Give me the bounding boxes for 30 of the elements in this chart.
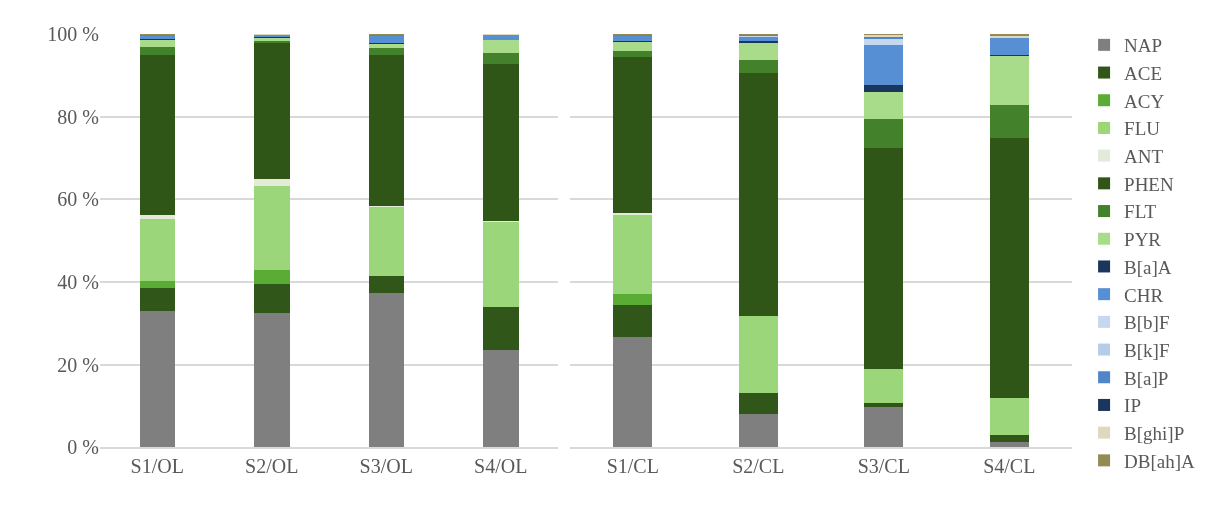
x-tick-label: S1/OL [130,455,184,478]
legend-label: CHR [1124,284,1164,306]
y-tick-label: 20 % [57,353,99,376]
x-tick-label: S2/OL [245,455,299,478]
legend-label: DB[ah]A [1124,450,1196,472]
x-tick-label: S1/CL [606,455,659,478]
legend-label: B[k]F [1124,339,1170,361]
legend-label: B[b]F [1124,312,1170,334]
legend-label: IP [1124,395,1141,417]
legend-label: NAP [1124,35,1163,57]
x-tick-label: S2/CL [732,455,785,478]
legend-label: B[a]A [1124,256,1172,278]
legend-label: PHEN [1124,173,1174,195]
legend-label: ANT [1124,146,1164,168]
legend-label: FLU [1124,118,1161,140]
legend-label: ACE [1124,62,1163,84]
x-tick-label: S3/CL [857,455,910,478]
legend-label: FLT [1124,201,1157,223]
legend-label: B[ghi]P [1124,423,1185,445]
x-tick-label: S4/OL [474,455,528,478]
legend-label: ACY [1124,90,1165,112]
x-tick-label: S3/OL [359,455,413,478]
y-tick-label: 60 % [57,188,99,211]
y-tick-label: 80 % [57,105,99,128]
y-tick-label: 40 % [57,270,99,293]
legend-label: B[a]P [1124,367,1169,389]
y-tick-label: 0 % [67,436,99,459]
legend-label: PYR [1124,229,1162,251]
x-tick-label: S4/CL [983,455,1036,478]
y-tick-label: 100 % [47,22,99,45]
